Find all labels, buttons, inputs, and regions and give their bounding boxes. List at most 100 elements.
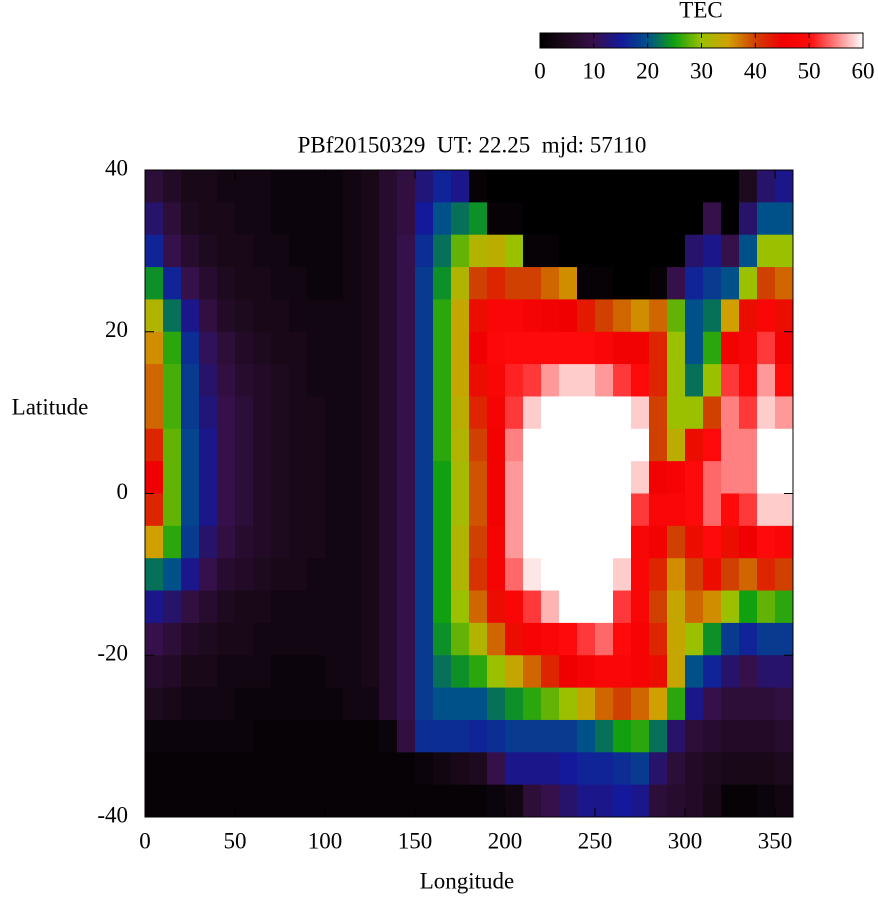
heatmap-cell bbox=[739, 558, 758, 592]
heatmap-cell bbox=[631, 590, 650, 624]
heatmap-cell bbox=[559, 267, 578, 300]
colorbar-title: TEC bbox=[679, 0, 722, 22]
heatmap-cell bbox=[307, 590, 326, 624]
heatmap-cell bbox=[217, 428, 236, 462]
heatmap-cell bbox=[739, 364, 758, 397]
heatmap-cell bbox=[631, 558, 650, 592]
heatmap-cell bbox=[163, 234, 182, 268]
y-tick-label: -20 bbox=[97, 641, 128, 666]
heatmap-cell bbox=[397, 590, 416, 624]
heatmap-cell bbox=[451, 493, 470, 527]
heatmap-cell bbox=[379, 719, 398, 753]
heatmap-cell bbox=[487, 493, 506, 527]
heatmap-cell bbox=[757, 170, 776, 203]
heatmap-cell bbox=[721, 655, 740, 689]
x-tick-label: 250 bbox=[578, 828, 613, 853]
heatmap-cell bbox=[469, 622, 488, 656]
heatmap-cell bbox=[631, 331, 650, 365]
heatmap-cell bbox=[505, 364, 524, 397]
heatmap-cell bbox=[307, 364, 326, 397]
heatmap-cell bbox=[487, 655, 506, 689]
heatmap-cell bbox=[757, 461, 776, 494]
heatmap-cell bbox=[523, 428, 542, 462]
heatmap-cell bbox=[325, 784, 344, 818]
y-axis-label: Latitude bbox=[12, 394, 89, 419]
heatmap-cell bbox=[541, 525, 560, 559]
heatmap-cell bbox=[721, 525, 740, 559]
heatmap-cell bbox=[235, 752, 254, 786]
heatmap-cell bbox=[451, 687, 470, 721]
heatmap-cell bbox=[361, 622, 380, 656]
heatmap-cell bbox=[217, 493, 236, 527]
heatmap-cell bbox=[433, 396, 452, 430]
heatmap-cell bbox=[613, 525, 632, 559]
heatmap-cell bbox=[739, 396, 758, 430]
heatmap-cell bbox=[703, 719, 722, 753]
heatmap-cell bbox=[577, 428, 596, 462]
heatmap-cell bbox=[397, 331, 416, 365]
heatmap-cell bbox=[559, 719, 578, 753]
heatmap-cell bbox=[505, 461, 524, 494]
heatmap-cell bbox=[703, 525, 722, 559]
heatmap-cell bbox=[361, 558, 380, 592]
heatmap-cell bbox=[163, 202, 182, 236]
heatmap-cell bbox=[253, 202, 272, 236]
heatmap-cell bbox=[343, 687, 362, 721]
heatmap-cell bbox=[685, 331, 704, 365]
heatmap-cell bbox=[379, 364, 398, 397]
heatmap-cell bbox=[271, 461, 290, 494]
heatmap-cell bbox=[523, 687, 542, 721]
heatmap-cell bbox=[307, 461, 326, 494]
heatmap-cell bbox=[721, 558, 740, 592]
heatmap-cell bbox=[649, 202, 668, 236]
heatmap-cell bbox=[253, 428, 272, 462]
heatmap-cell bbox=[415, 428, 434, 462]
heatmap-cell bbox=[163, 525, 182, 559]
heatmap-cell bbox=[523, 752, 542, 786]
heatmap-cell bbox=[577, 170, 596, 203]
heatmap-cell bbox=[307, 202, 326, 236]
heatmap-cell bbox=[721, 461, 740, 494]
heatmap-cell bbox=[703, 784, 722, 818]
heatmap-cell bbox=[775, 590, 794, 624]
heatmap-cell bbox=[163, 752, 182, 786]
heatmap-cell bbox=[613, 364, 632, 397]
chart-title: PBf20150329 UT: 22.25 mjd: 57110 bbox=[298, 132, 647, 157]
heatmap-cell bbox=[541, 493, 560, 527]
heatmap-cell bbox=[469, 719, 488, 753]
heatmap-cell bbox=[559, 525, 578, 559]
heatmap-cell bbox=[631, 234, 650, 268]
heatmap-cell bbox=[397, 719, 416, 753]
heatmap-cell bbox=[721, 622, 740, 656]
heatmap-cell bbox=[451, 428, 470, 462]
heatmap-cell bbox=[577, 396, 596, 430]
colorbar-tick-label: 50 bbox=[798, 58, 821, 83]
heatmap-cell bbox=[415, 170, 434, 203]
heatmap-cell bbox=[325, 396, 344, 430]
heatmap-cell bbox=[541, 202, 560, 236]
heatmap-cell bbox=[739, 170, 758, 203]
heatmap-cell bbox=[163, 687, 182, 721]
heatmap-cell bbox=[181, 558, 200, 592]
heatmap-cell bbox=[379, 234, 398, 268]
heatmap-cell bbox=[721, 428, 740, 462]
heatmap-cell bbox=[361, 655, 380, 689]
heatmap-cell bbox=[667, 590, 686, 624]
heatmap-cell bbox=[451, 461, 470, 494]
heatmap-cell bbox=[559, 687, 578, 721]
heatmap-cell bbox=[379, 558, 398, 592]
heatmap-cell bbox=[343, 428, 362, 462]
heatmap-cell bbox=[595, 784, 614, 818]
heatmap-cell bbox=[505, 331, 524, 365]
heatmap-cell bbox=[253, 364, 272, 397]
heatmap-cell bbox=[433, 622, 452, 656]
heatmap-cell bbox=[595, 428, 614, 462]
heatmap-cell bbox=[649, 784, 668, 818]
heatmap-cell bbox=[325, 299, 344, 333]
heatmap-cell bbox=[613, 655, 632, 689]
heatmap-cell bbox=[505, 622, 524, 656]
heatmap-cell bbox=[271, 428, 290, 462]
heatmap-cell bbox=[505, 525, 524, 559]
heatmap-cell bbox=[379, 396, 398, 430]
heatmap-cell bbox=[145, 493, 164, 527]
